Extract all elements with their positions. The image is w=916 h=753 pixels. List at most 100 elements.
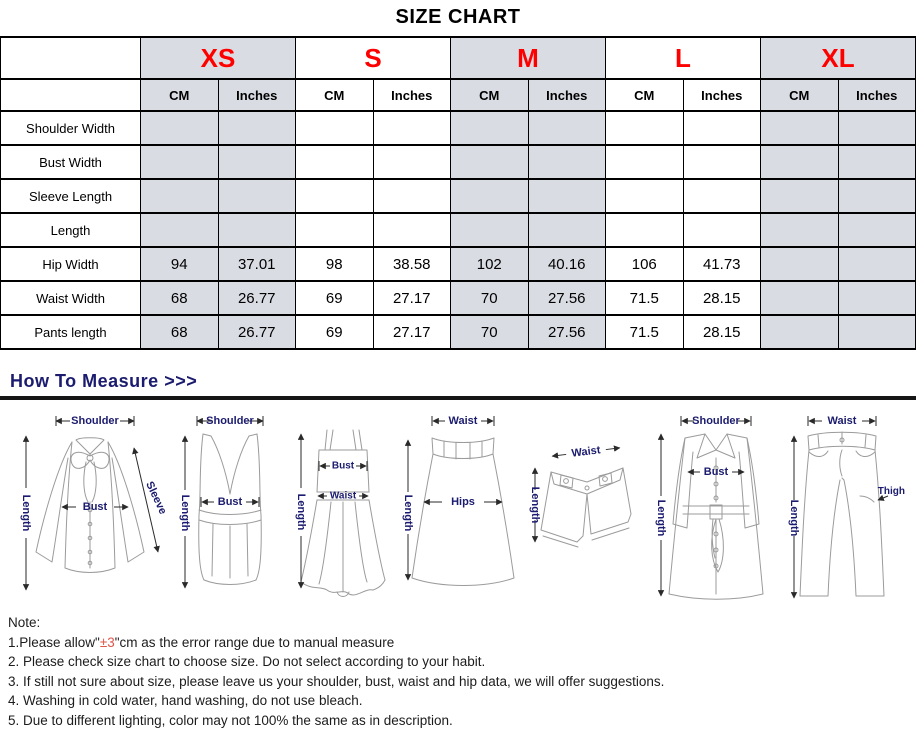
table-row: Sleeve Length bbox=[0, 178, 916, 214]
unit-header-row: CM Inches CM Inches CM Inches CM Inches … bbox=[0, 78, 916, 112]
cell-value bbox=[605, 144, 684, 180]
cell-value bbox=[140, 178, 219, 214]
corner-blank-cell bbox=[0, 36, 141, 80]
figure-label-shoulder: Shoulder bbox=[71, 415, 119, 427]
row-label: Shoulder Width bbox=[0, 110, 141, 146]
cell-value bbox=[450, 178, 529, 214]
cell-value: 71.5 bbox=[605, 314, 684, 350]
figure-trench-coat: Shoulder Length Bust bbox=[655, 415, 764, 600]
figure-label-length: Length bbox=[179, 495, 191, 532]
unit-header-inches: Inches bbox=[217, 78, 296, 112]
cell-value bbox=[760, 212, 839, 248]
cell-value: 70 bbox=[450, 314, 529, 350]
figure-label-thigh: Thigh bbox=[878, 486, 905, 497]
figure-label-bust: Bust bbox=[332, 461, 355, 472]
figure-label-length: Length bbox=[402, 495, 414, 532]
cell-value bbox=[837, 246, 916, 282]
size-header-xs: XS bbox=[140, 36, 296, 80]
figure-label-shoulder: Shoulder bbox=[206, 415, 254, 427]
cell-value bbox=[372, 110, 451, 146]
cell-value: 106 bbox=[605, 246, 684, 282]
cell-value bbox=[837, 144, 916, 180]
note-item-2: 2. Please check size chart to choose siz… bbox=[8, 654, 486, 669]
table-row: Pants length 68 26.77 69 27.17 70 27.56 … bbox=[0, 314, 916, 350]
cell-value bbox=[372, 144, 451, 180]
cell-value bbox=[605, 110, 684, 146]
row-label: Length bbox=[0, 212, 141, 248]
cell-value bbox=[450, 110, 529, 146]
cell-value bbox=[372, 212, 451, 248]
note-1-prefix: 1.Please allow" bbox=[8, 634, 100, 650]
figure-tank-top: Shoulder Length Bust bbox=[179, 415, 264, 589]
row-label: Hip Width bbox=[0, 246, 141, 282]
figure-label-bust: Bust bbox=[703, 466, 728, 478]
notes-heading: Note: bbox=[8, 615, 41, 630]
table-row: Hip Width 94 37.01 98 38.58 102 40.16 10… bbox=[0, 246, 916, 282]
figure-label-bust: Bust bbox=[218, 496, 243, 508]
size-header-m: M bbox=[450, 36, 606, 80]
unit-header-inches: Inches bbox=[372, 78, 451, 112]
cell-value: 70 bbox=[450, 280, 529, 316]
note-item-4: 4. Washing in cold water, hand washing, … bbox=[8, 693, 363, 708]
cell-value bbox=[760, 314, 839, 350]
row-label: Pants length bbox=[0, 314, 141, 350]
note-item-1: 1.Please allow"±3"cm as the error range … bbox=[8, 633, 908, 653]
cell-value bbox=[760, 246, 839, 282]
cell-value bbox=[527, 212, 606, 248]
cell-value bbox=[217, 110, 296, 146]
size-header-row: XS S M L XL bbox=[0, 36, 916, 80]
cell-value bbox=[605, 178, 684, 214]
size-chart-page: SIZE CHART XS S M L XL CM Inches CM Inch… bbox=[0, 6, 916, 730]
cell-value: 94 bbox=[140, 246, 219, 282]
unit-header-cm: CM bbox=[450, 78, 529, 112]
cell-value bbox=[837, 178, 916, 214]
figure-label-shoulder: Shoulder bbox=[692, 415, 740, 427]
unit-header-inches: Inches bbox=[837, 78, 916, 112]
figure-label-hips: Hips bbox=[451, 496, 475, 508]
cell-value bbox=[450, 144, 529, 180]
cell-value: 69 bbox=[295, 280, 374, 316]
cell-value: 41.73 bbox=[682, 246, 761, 282]
cell-value: 68 bbox=[140, 280, 219, 316]
figure-label-waist: Waist bbox=[571, 444, 602, 459]
cell-value: 69 bbox=[295, 314, 374, 350]
unit-header-inches: Inches bbox=[527, 78, 606, 112]
unit-header-cm: CM bbox=[140, 78, 219, 112]
figure-blouse: Shoulder Length Bust Sleeve bbox=[20, 415, 169, 591]
size-header-xl: XL bbox=[760, 36, 916, 80]
cell-value bbox=[295, 178, 374, 214]
cell-value: 28.15 bbox=[682, 314, 761, 350]
cell-value bbox=[140, 110, 219, 146]
figure-pants: Waist Length Thigh bbox=[788, 415, 905, 599]
divider-line bbox=[0, 396, 916, 400]
cell-value bbox=[682, 144, 761, 180]
cell-value: 37.01 bbox=[217, 246, 296, 282]
cell-value: 40.16 bbox=[527, 246, 606, 282]
size-table: XS S M L XL CM Inches CM Inches CM Inche… bbox=[0, 36, 916, 350]
note-1-highlight: ±3 bbox=[99, 634, 115, 650]
how-to-measure-heading: How To Measure >>> bbox=[10, 371, 198, 391]
page-title: SIZE CHART bbox=[395, 6, 521, 28]
row-label: Sleeve Length bbox=[0, 178, 141, 214]
cell-value bbox=[217, 144, 296, 180]
figure-label-length: Length bbox=[655, 500, 667, 537]
cell-value bbox=[295, 110, 374, 146]
cell-value: 27.56 bbox=[527, 280, 606, 316]
table-row: Length bbox=[0, 212, 916, 248]
cell-value bbox=[760, 178, 839, 214]
cell-value bbox=[760, 280, 839, 316]
cell-value: 27.17 bbox=[372, 280, 451, 316]
figure-label-length: Length bbox=[529, 487, 541, 524]
figure-label-length: Length bbox=[20, 495, 32, 532]
figure-label-sleeve: Sleeve bbox=[143, 480, 169, 517]
cell-value: 38.58 bbox=[372, 246, 451, 282]
cell-value: 68 bbox=[140, 314, 219, 350]
cell-value: 26.77 bbox=[217, 280, 296, 316]
cell-value bbox=[450, 212, 529, 248]
cell-value: 98 bbox=[295, 246, 374, 282]
size-header-s: S bbox=[295, 36, 451, 80]
cell-value bbox=[837, 212, 916, 248]
figure-label-waist: Waist bbox=[828, 415, 857, 427]
figure-shorts: Waist Length bbox=[529, 444, 632, 548]
cell-value bbox=[682, 178, 761, 214]
